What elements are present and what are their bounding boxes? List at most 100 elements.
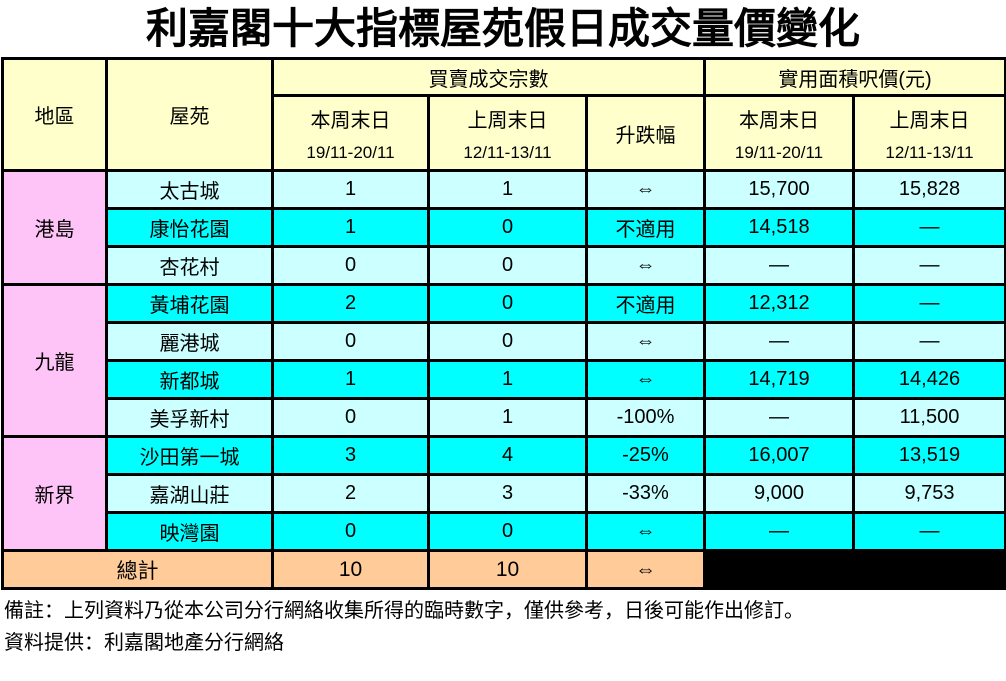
header-change: 升跌幅 (585, 94, 706, 172)
total-tx-this-cell: 10 (271, 549, 430, 590)
total-row: 總計 10 10 ⇔ (1, 549, 1006, 590)
blank-black-cell (702, 549, 1006, 590)
price-last-cell: 11,500 (851, 397, 1006, 438)
header-period-label: 上周末日 (889, 109, 970, 132)
header-period-label: 本周末日 (310, 109, 391, 132)
price-last-cell: 9,753 (851, 473, 1006, 514)
header-region: 地區 (1, 57, 108, 172)
tx-last-cell: 0 (427, 511, 588, 552)
tx-this-cell: 2 (271, 473, 430, 514)
estates-table: 地區 屋苑 買賣成交宗數 實用面積呎價(元) 本周末日 19/11-20/11 … (1, 57, 1006, 590)
estate-cell: 康怡花園 (105, 207, 274, 248)
change-cell: -33% (585, 473, 706, 514)
price-this-cell: 12,312 (703, 283, 855, 324)
region-cell: 港島 (1, 169, 108, 286)
header-price-group: 實用面積呎價(元) (702, 57, 1006, 97)
price-last-cell: 15,828 (851, 169, 1006, 210)
header-period-dates: 12/11-13/11 (885, 142, 974, 162)
header-tx-this-weekend: 本周末日 19/11-20/11 (271, 94, 430, 172)
table-row: 杏花村 0 0 ⇔ — — (3, 245, 1006, 286)
price-this-cell: — (703, 511, 855, 552)
change-cell: 不適用 (585, 207, 706, 248)
header-period-dates: 19/11-20/11 (734, 142, 824, 162)
header-transactions-group: 買賣成交宗數 (271, 57, 706, 97)
header-tx-last-weekend: 上周末日 12/11-13/11 (427, 94, 588, 172)
header-period-label: 本周末日 (739, 109, 819, 132)
price-last-cell: 13,519 (851, 435, 1006, 476)
tx-last-cell: 1 (427, 397, 588, 438)
estate-cell: 黃埔花園 (105, 283, 274, 324)
change-cell: ⇔ (585, 245, 706, 286)
header-period-label: 上周末日 (467, 109, 548, 132)
change-cell: ⇔ (585, 169, 706, 210)
price-this-cell: — (703, 321, 855, 362)
tx-last-cell: 1 (427, 359, 588, 400)
table-row: 映灣園 0 0 ⇔ — — (3, 511, 1006, 552)
price-last-cell: — (851, 321, 1006, 362)
change-cell: -25% (585, 435, 706, 476)
change-cell: ⇔ (585, 511, 706, 552)
price-this-cell: 15,700 (703, 169, 855, 210)
footer-note: 備註：上列資料乃從本公司分行網絡收集所得的臨時數字，僅供參考，日後可能作出修訂。 (4, 600, 804, 622)
estate-cell: 麗港城 (105, 321, 274, 362)
price-this-cell: — (703, 245, 855, 286)
table-row: 麗港城 0 0 ⇔ — — (3, 321, 1006, 362)
change-cell: ⇔ (585, 359, 706, 400)
tx-this-cell: 1 (271, 359, 430, 400)
header-estate: 屋苑 (105, 57, 274, 172)
price-last-cell: — (851, 283, 1006, 324)
table-row: 港島 太古城 1 1 ⇔ 15,700 15,828 (1, 169, 1006, 286)
estate-cell: 杏花村 (105, 245, 274, 286)
table-row: 嘉湖山莊 2 3 -33% 9,000 9,753 (3, 473, 1006, 514)
page-title: 利嘉閣十大指標屋苑假日成交量價變化 (145, 5, 860, 52)
region-cell: 新界 (1, 435, 108, 552)
tx-this-cell: 0 (271, 321, 430, 362)
price-this-cell: 9,000 (703, 473, 855, 514)
tx-this-cell: 2 (271, 283, 430, 324)
footer-source: 資料提供：利嘉閣地產分行網絡 (4, 632, 284, 654)
estate-cell: 新都城 (105, 359, 274, 400)
tx-last-cell: 1 (427, 169, 588, 210)
table-row: 新都城 1 1 ⇔ 14,719 14,426 (3, 359, 1006, 400)
estate-cell: 太古城 (105, 169, 274, 210)
tx-this-cell: 3 (271, 435, 430, 476)
total-tx-last-cell: 10 (427, 549, 588, 590)
tx-last-cell: 0 (427, 321, 588, 362)
estate-cell: 沙田第一城 (105, 435, 274, 476)
tx-last-cell: 4 (427, 435, 588, 476)
price-last-cell: 14,426 (851, 359, 1006, 400)
header-period-dates: 19/11-20/11 (306, 142, 395, 162)
tx-last-cell: 3 (427, 473, 588, 514)
header-price-last-weekend: 上周末日 12/11-13/11 (851, 94, 1006, 172)
tx-last-cell: 0 (427, 283, 588, 324)
tx-last-cell: 0 (427, 245, 588, 286)
header-row-groups: 地區 屋苑 買賣成交宗數 實用面積呎價(元) (1, 57, 1006, 172)
price-last-cell: — (851, 207, 1006, 248)
tx-last-cell: 0 (427, 207, 588, 248)
header-period-dates: 12/11-13/11 (463, 142, 552, 162)
estate-cell: 美孚新村 (105, 397, 274, 438)
table-row: 九龍 黃埔花園 2 0 不適用 12,312 — (1, 283, 1006, 438)
estate-cell: 映灣園 (105, 511, 274, 552)
change-cell: ⇔ (585, 321, 706, 362)
estate-cell: 嘉湖山莊 (105, 473, 274, 514)
table-row: 新界 沙田第一城 3 4 -25% 16,007 13,519 (1, 435, 1006, 552)
header-price-this-weekend: 本周末日 19/11-20/11 (703, 94, 855, 172)
footer-notes: 備註：上列資料乃從本公司分行網絡收集所得的臨時數字，僅供參考，日後可能作出修訂。… (0, 595, 1006, 659)
price-this-cell: 14,518 (703, 207, 855, 248)
tx-this-cell: 0 (271, 397, 430, 438)
price-last-cell: — (851, 511, 1006, 552)
table-row: 美孚新村 0 1 -100% — 11,500 (3, 397, 1006, 438)
total-change-cell: ⇔ (585, 549, 706, 590)
region-cell: 九龍 (1, 283, 108, 438)
change-cell: 不適用 (585, 283, 706, 324)
tx-this-cell: 0 (271, 511, 430, 552)
tx-this-cell: 1 (271, 169, 430, 210)
price-this-cell: — (703, 397, 855, 438)
header-row-periods: 本周末日 19/11-20/11 上周末日 12/11-13/11 升跌幅 本周… (3, 94, 1006, 172)
tx-this-cell: 1 (271, 207, 430, 248)
tx-this-cell: 0 (271, 245, 430, 286)
price-last-cell: — (851, 245, 1006, 286)
change-cell: -100% (585, 397, 706, 438)
